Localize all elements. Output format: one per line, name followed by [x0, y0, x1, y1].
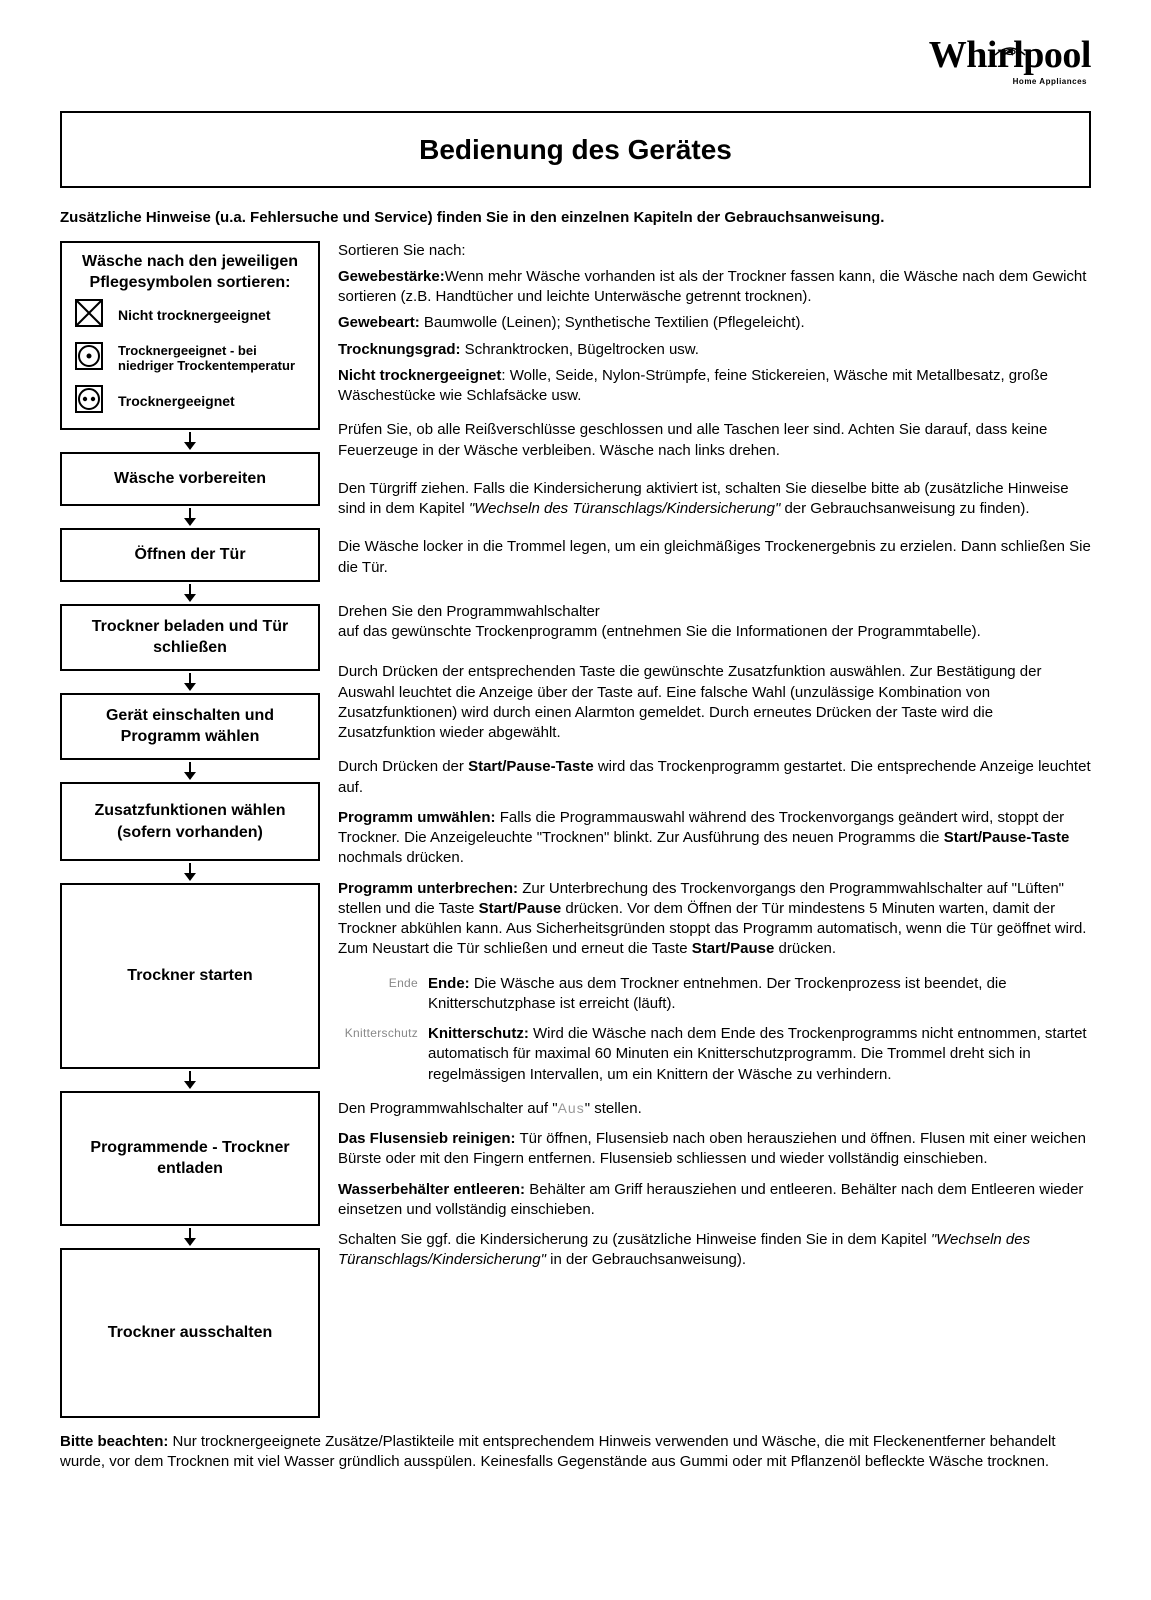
- desc-options: Durch Drücken der entsprechenden Taste d…: [338, 662, 1091, 743]
- step-off: Trockner ausschalten: [60, 1248, 320, 1418]
- step-end: Programmende - Trockner entladen: [60, 1091, 320, 1226]
- footnote-label: Bitte beachten:: [60, 1433, 168, 1450]
- desc-prepare: Prüfen Sie, ob alle Reißverschlüsse gesc…: [338, 420, 1091, 461]
- step-program: Gerät einschalten und Programm wählen: [60, 693, 320, 760]
- symbol-low-temp-icon: [74, 341, 108, 376]
- sort-not-label: Nicht trocknergeeignet: [338, 367, 501, 384]
- desc-load: Die Wäsche locker in die Trommel legen, …: [338, 537, 1091, 578]
- step-sort-heading2: Pflegesymbolen sortieren:: [66, 272, 314, 294]
- brand-logo: Whirlpool Home Appliances: [60, 30, 1091, 91]
- open-italic: "Wechseln des Türanschlags/Kindersicheru…: [469, 500, 780, 517]
- desc-end: Ende Ende: Die Wäsche aus dem Trockner e…: [338, 974, 1091, 1085]
- symbol-not-suitable-icon: [74, 298, 108, 333]
- page-title: Bedienung des Gerätes: [72, 131, 1079, 169]
- arrow-icon: [60, 1228, 320, 1246]
- sort-degree-text: Schranktrocken, Bügeltrocken usw.: [461, 341, 699, 358]
- sort-degree-label: Trocknungsgrad:: [338, 341, 461, 358]
- footnote: Bitte beachten: Nur trocknergeeignete Zu…: [60, 1432, 1091, 1473]
- brand-subtitle: Home Appliances: [929, 77, 1087, 88]
- step-sort-heading1: Wäsche nach den jeweiligen: [66, 251, 314, 273]
- end-tag: Ende: [338, 974, 418, 991]
- description-column: Sortieren Sie nach: Gewebestärke:Wenn me…: [338, 241, 1091, 1285]
- step-prepare: Wäsche vorbereiten: [60, 452, 320, 506]
- step-sort: Wäsche nach den jeweiligen Pflegesymbole…: [60, 241, 320, 431]
- sort-intro: Sortieren Sie nach:: [338, 241, 1091, 261]
- aus-label: Aus: [558, 1100, 585, 1116]
- step-options: Zusatzfunktionen wählen (sofern vorhande…: [60, 782, 320, 861]
- step-load: Trockner beladen und Tür schließen: [60, 604, 320, 671]
- desc-program: Drehen Sie den Programmwahlschalter auf …: [338, 602, 1091, 643]
- program-l1: Drehen Sie den Programmwahlschalter: [338, 603, 600, 620]
- step-open: Öffnen der Tür: [60, 528, 320, 582]
- desc-start: Durch Drücken der Start/Pause-Taste wird…: [338, 757, 1091, 959]
- open-p2: der Gebrauchsanweisung zu finden).: [780, 500, 1029, 517]
- knitterschutz-tag: Knitterschutz: [338, 1024, 418, 1041]
- sort-type-label: Gewebeart:: [338, 314, 420, 331]
- desc-sort: Sortieren Sie nach: Gewebestärke:Wenn me…: [338, 241, 1091, 407]
- title-box: Bedienung des Gerätes: [60, 111, 1091, 189]
- symbol-suitable-icon: [74, 384, 108, 419]
- sort-strength-label: Gewebestärke:: [338, 268, 445, 285]
- sort-strength-text: Wenn mehr Wäsche vorhanden ist als der T…: [338, 268, 1086, 305]
- arrow-icon: [60, 508, 320, 526]
- arrow-icon: [60, 673, 320, 691]
- intro-text: Zusätzliche Hinweise (u.a. Fehlersuche u…: [60, 208, 1091, 228]
- arrow-icon: [60, 1071, 320, 1089]
- arrow-icon: [60, 863, 320, 881]
- prepare-text: Prüfen Sie, ob alle Reißverschlüsse gesc…: [338, 420, 1091, 461]
- step-start: Trockner starten: [60, 883, 320, 1069]
- arrow-icon: [60, 584, 320, 602]
- load-text: Die Wäsche locker in die Trommel legen, …: [338, 537, 1091, 578]
- desc-off: Den Programmwahlschalter auf "Aus" stell…: [338, 1099, 1091, 1271]
- options-text: Durch Drücken der entsprechenden Taste d…: [338, 662, 1091, 743]
- arrow-icon: [60, 432, 320, 450]
- sort-type-text: Baumwolle (Leinen); Synthetische Textili…: [420, 314, 805, 331]
- footnote-text: Nur trocknergeeignete Zusätze/Plastiktei…: [60, 1433, 1055, 1470]
- desc-open: Den Türgriff ziehen. Falls die Kindersic…: [338, 479, 1091, 520]
- arrow-icon: [60, 762, 320, 780]
- symbol-not-label: Nicht trocknergeeignet: [118, 307, 306, 324]
- program-l2: auf das gewünschte Trockenprogramm (entn…: [338, 623, 981, 640]
- symbol-ok-label: Trocknergeeignet: [118, 393, 306, 410]
- symbol-low-label: Trocknergeeignet - bei niedriger Trocken…: [118, 343, 306, 374]
- flowchart-column: Wäsche nach den jeweiligen Pflegesymbole…: [60, 241, 320, 1418]
